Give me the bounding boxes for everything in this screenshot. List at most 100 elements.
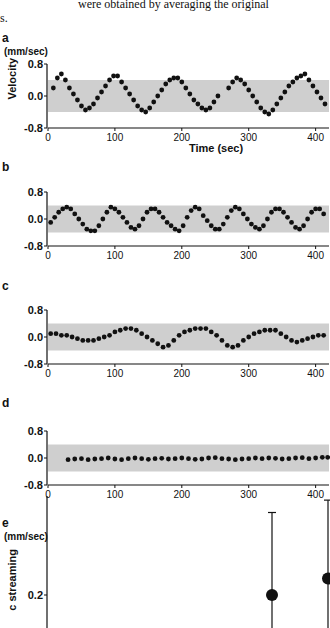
data-point xyxy=(225,215,230,220)
data-point xyxy=(186,456,191,461)
data-point xyxy=(71,92,76,97)
data-point xyxy=(297,227,302,232)
data-point xyxy=(159,456,164,461)
x-tick xyxy=(181,246,182,249)
data-point xyxy=(305,217,310,222)
y-axis-label: Velocity xyxy=(6,57,18,99)
panel-label: d xyxy=(2,396,9,410)
data-point xyxy=(294,340,299,345)
data-point xyxy=(277,206,282,211)
data-point xyxy=(171,338,176,343)
data-point xyxy=(216,94,221,99)
data-point xyxy=(161,345,166,350)
x-tick-label: 200 xyxy=(173,250,190,261)
data-point xyxy=(133,227,138,232)
data-point xyxy=(254,100,259,105)
data-point xyxy=(261,223,266,228)
data-point xyxy=(104,210,109,215)
data-point xyxy=(300,455,305,460)
data-point xyxy=(241,338,246,343)
data-point xyxy=(270,108,275,113)
data-point xyxy=(208,106,213,111)
error-bar xyxy=(327,500,328,628)
panel: c-0.80.00.80100200300400 xyxy=(2,279,329,379)
data-point xyxy=(80,222,85,227)
x-tick xyxy=(181,485,182,488)
data-point xyxy=(257,227,262,232)
data-point xyxy=(265,217,270,222)
data-point xyxy=(303,72,308,77)
y-tick-label: -0.8 xyxy=(24,358,43,370)
data-point xyxy=(135,104,140,109)
data-point xyxy=(127,92,132,97)
data-point xyxy=(322,573,330,585)
data-point xyxy=(166,343,171,348)
data-point xyxy=(286,456,291,461)
data-point xyxy=(51,86,56,91)
data-point xyxy=(95,96,100,101)
data-point xyxy=(281,210,286,215)
data-point xyxy=(123,326,128,331)
data-point xyxy=(220,338,225,343)
data-point xyxy=(286,84,291,89)
x-tick-label: 0 xyxy=(45,368,51,379)
data-point xyxy=(233,457,238,462)
x-axis-line xyxy=(48,245,329,246)
data-point xyxy=(293,456,298,461)
data-point xyxy=(55,76,60,81)
data-point xyxy=(145,210,150,215)
data-point xyxy=(307,78,312,83)
y-tick xyxy=(44,337,47,338)
plot-area xyxy=(48,72,329,117)
data-point xyxy=(321,212,326,217)
y-tick-label: 0.8 xyxy=(28,58,43,70)
shaded-band xyxy=(48,206,329,233)
data-point xyxy=(268,328,273,333)
data-point xyxy=(125,220,130,225)
x-tick-label: 100 xyxy=(107,132,124,143)
x-tick xyxy=(315,485,316,488)
data-point xyxy=(54,331,59,336)
data-point xyxy=(203,326,208,331)
x-tick xyxy=(114,128,115,131)
data-point xyxy=(237,206,242,211)
plot-area xyxy=(266,500,330,628)
data-point xyxy=(91,338,96,343)
data-point xyxy=(240,457,245,462)
data-point xyxy=(195,102,200,107)
y-tick-label: 0.8 xyxy=(28,186,43,198)
data-point xyxy=(220,456,225,461)
data-point xyxy=(238,78,243,83)
data-point xyxy=(147,106,152,111)
data-point xyxy=(229,208,234,213)
y-tick-label: 0.8 xyxy=(28,304,43,316)
data-point xyxy=(76,217,81,222)
x-tick-label: 300 xyxy=(240,489,257,500)
data-point xyxy=(193,457,198,462)
data-point xyxy=(250,94,255,99)
x-tick xyxy=(48,128,49,131)
data-point xyxy=(199,457,204,462)
data-point xyxy=(66,457,71,462)
data-point xyxy=(201,213,206,218)
y-tick-label: 0.0 xyxy=(28,331,43,343)
data-point xyxy=(177,228,182,233)
data-point xyxy=(117,210,122,215)
data-point xyxy=(79,456,84,461)
data-point xyxy=(123,86,128,91)
x-tick-label: 400 xyxy=(307,132,324,143)
data-point xyxy=(300,338,305,343)
data-point xyxy=(92,228,97,233)
y-tick xyxy=(44,246,47,247)
data-point xyxy=(320,455,325,460)
data-point xyxy=(241,212,246,217)
y-tick xyxy=(44,458,47,459)
data-point xyxy=(177,333,182,338)
x-tick-label: 100 xyxy=(107,489,124,500)
data-point xyxy=(86,338,91,343)
data-point xyxy=(284,335,289,340)
data-point xyxy=(183,86,188,91)
y-tick xyxy=(44,485,47,486)
data-point xyxy=(214,333,219,338)
data-point xyxy=(80,338,85,343)
